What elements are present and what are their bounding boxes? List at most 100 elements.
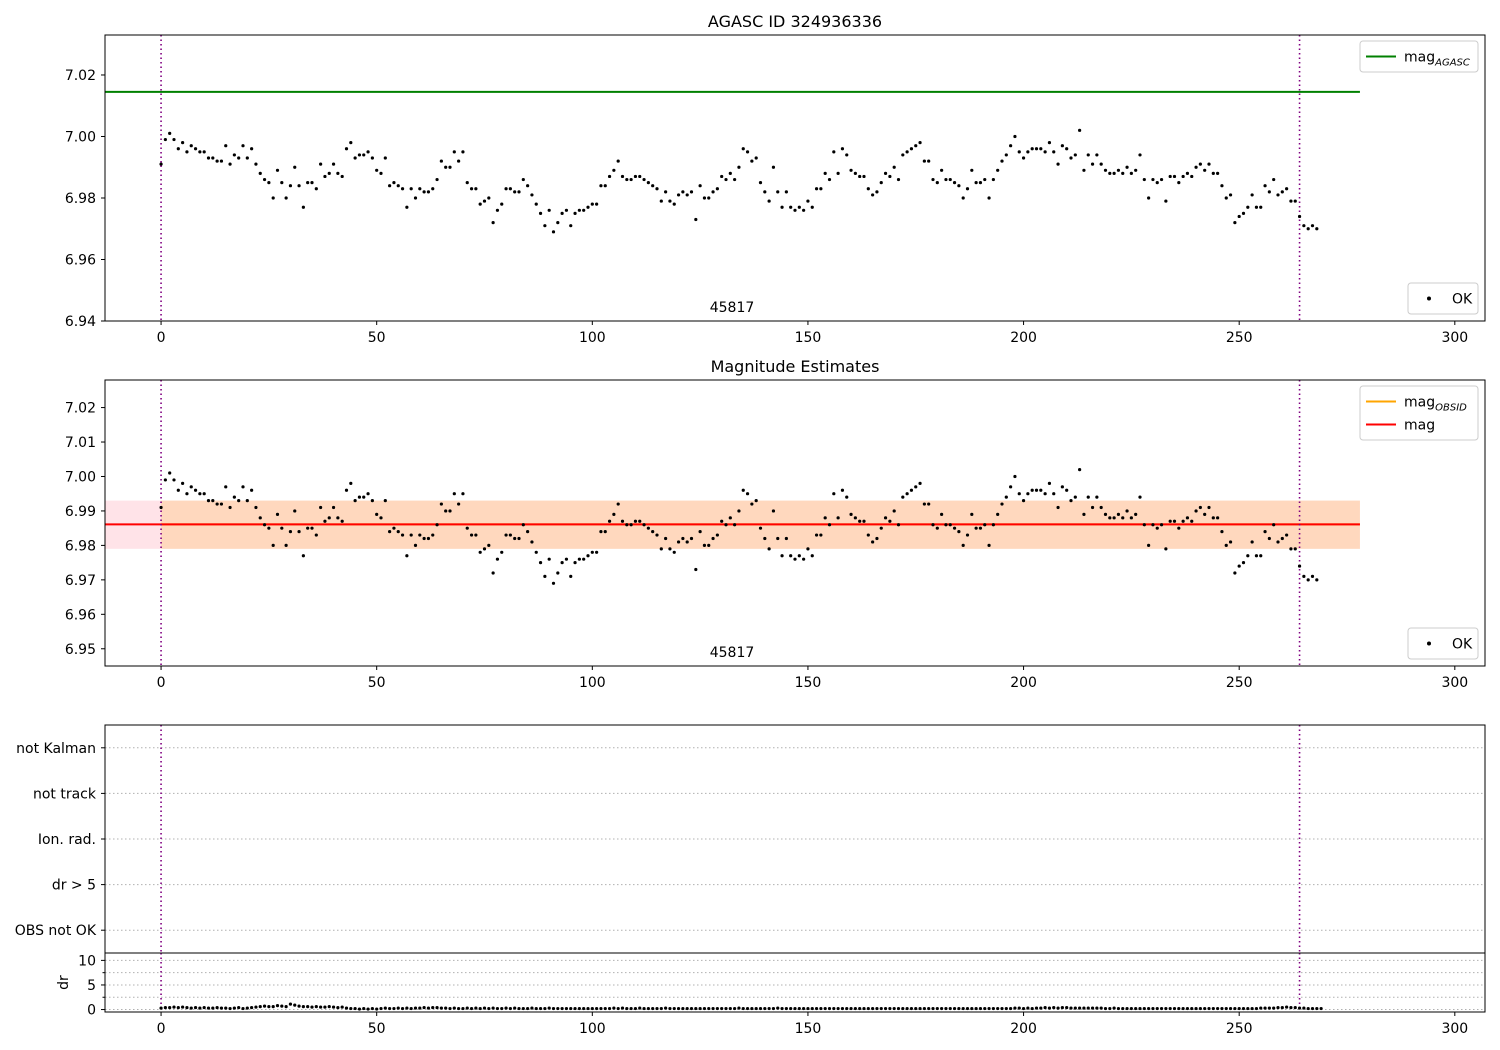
dr-point	[543, 1006, 547, 1011]
dr-point	[237, 1005, 241, 1010]
mag-point	[530, 540, 534, 544]
mag-point	[327, 516, 331, 520]
mag-point	[1185, 171, 1190, 175]
mag-point	[711, 190, 715, 194]
dr-point	[392, 1006, 396, 1011]
legend-label-base: OK	[1452, 292, 1473, 308]
dr-point	[715, 1006, 719, 1011]
mag-point	[883, 171, 888, 175]
mag-point	[392, 526, 396, 530]
mag-point	[707, 543, 711, 547]
mag-point	[810, 554, 814, 558]
legend-label-subscript: AGASC	[1434, 58, 1470, 69]
panel-agasc: 0 50 100 150 200 250 300 6.94 6.96 6.98 7.00 7.02 AG…	[65, 12, 1486, 346]
dr-point	[745, 1006, 750, 1011]
mag-point	[362, 495, 366, 499]
mag-point	[1177, 526, 1181, 530]
flag-category-label: dr > 5	[52, 878, 96, 894]
dr-point	[711, 1006, 715, 1011]
mag-point	[336, 516, 340, 520]
mag-point	[1090, 162, 1095, 166]
mag-point	[1172, 174, 1177, 179]
mag-point	[1017, 492, 1021, 496]
mag-point	[1121, 171, 1125, 175]
mag-point	[940, 168, 944, 172]
mag-point	[228, 162, 232, 166]
dr-point	[1125, 1006, 1129, 1011]
mag-point	[685, 193, 689, 197]
dr-point	[176, 1005, 180, 1010]
mag-point	[241, 144, 245, 148]
dr-point	[978, 1006, 983, 1011]
mag-point	[275, 512, 280, 516]
dr-point	[1168, 1006, 1172, 1011]
mag-point	[1056, 505, 1060, 510]
dr-point	[1155, 1006, 1159, 1011]
mag-point	[802, 208, 806, 212]
mag-point	[638, 174, 642, 179]
dr-point	[672, 1006, 676, 1011]
mag-point	[551, 230, 556, 234]
mag-point	[271, 543, 275, 547]
mag-point	[1078, 467, 1082, 472]
mag-point	[448, 165, 452, 169]
mag-point	[370, 156, 374, 160]
mag-point	[849, 512, 853, 516]
mag-point	[789, 205, 793, 209]
mag-point	[879, 181, 883, 185]
legend-label: magAGASC	[1404, 50, 1470, 69]
dr-point	[983, 1006, 987, 1011]
mag-point	[879, 526, 883, 530]
dr-point	[250, 1005, 254, 1010]
legend-label-base: mag	[1404, 395, 1435, 411]
dr-point	[1017, 1006, 1021, 1010]
dr-point	[927, 1006, 931, 1011]
dr-point	[163, 1005, 167, 1010]
mag-point	[858, 174, 862, 179]
mag-point	[1280, 190, 1284, 194]
dr-point	[551, 1006, 556, 1011]
mag-point	[918, 141, 922, 145]
mag-point	[702, 543, 707, 547]
mag-point	[508, 533, 512, 537]
mag-point	[1306, 227, 1310, 231]
dr-point	[659, 1006, 663, 1011]
y-tick-label: 6.96	[65, 252, 96, 268]
mag-point	[1237, 214, 1241, 219]
dr-point	[1116, 1006, 1121, 1011]
x-tick-label: 0	[157, 1021, 166, 1037]
mag-point	[232, 153, 236, 157]
mag-point	[1116, 512, 1121, 516]
mag-point	[776, 190, 780, 194]
mag-point	[370, 499, 374, 503]
mag-point	[672, 202, 676, 206]
mag-point	[1004, 153, 1008, 157]
mag-point	[1034, 147, 1039, 151]
mag-point	[1000, 502, 1004, 506]
mag-point	[275, 168, 280, 172]
dr-point	[845, 1006, 849, 1011]
mag-point	[1228, 540, 1233, 544]
mag-point	[237, 499, 241, 503]
mag-point	[789, 554, 793, 558]
dr-point	[858, 1006, 862, 1011]
mag-point	[250, 488, 254, 492]
dr-point	[676, 1006, 681, 1011]
mag-point	[814, 533, 819, 537]
mag-point	[176, 488, 180, 492]
mag-point	[642, 523, 646, 527]
dr-point	[1319, 1006, 1323, 1011]
dr-point	[685, 1006, 689, 1011]
mag-point	[189, 144, 193, 148]
mag-point	[452, 492, 456, 496]
dr-point	[694, 1006, 698, 1011]
dr-point	[409, 1006, 413, 1011]
mag-point	[724, 523, 728, 527]
dr-point	[258, 1004, 262, 1009]
dr-point	[599, 1006, 603, 1011]
mag-point	[1194, 165, 1198, 169]
dr-point	[612, 1006, 616, 1010]
dr-point	[1259, 1006, 1263, 1010]
dr-point	[1285, 1005, 1289, 1009]
mag-point	[996, 512, 1000, 516]
